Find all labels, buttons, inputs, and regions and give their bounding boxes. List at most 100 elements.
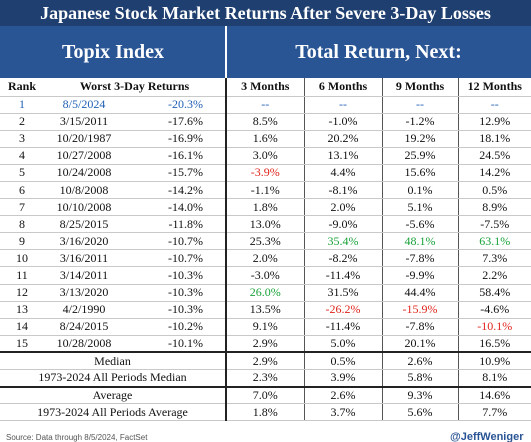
return-6m-cell: -11.4%	[303, 266, 383, 285]
worst-return-cell: -17.6%	[124, 113, 227, 131]
table-row: 10 3/16/2011 -10.7% 2.0% -8.2% -7.8% 7.3%	[0, 249, 531, 268]
return-12m-cell: -7.5%	[457, 215, 531, 234]
return-9m-cell: 20.1%	[381, 335, 459, 353]
date-cell: 10/20/1987	[44, 130, 124, 148]
return-3m-cell: 13.5%	[225, 301, 305, 319]
return-6m-cell: 5.0%	[303, 335, 383, 353]
return-6m-cell: 4.4%	[303, 164, 383, 182]
column-header-row: Rank Worst 3-Day Returns 3 Months 6 Mont…	[0, 78, 531, 97]
footer: Source: Data through 8/5/2024, FactSet @…	[0, 431, 531, 442]
return-12m-cell: 14.2%	[457, 164, 531, 182]
return-3m-cell: 1.6%	[225, 130, 305, 148]
table-body: 1 8/5/2024 -20.3% -- -- -- -- 2 3/15/2011 -17.6% 8…	[0, 96, 531, 353]
return-9m-cell: -15.9%	[381, 301, 459, 319]
source-note: Source: Data through 8/5/2024, FactSet	[6, 433, 148, 442]
rank-cell: 6	[0, 181, 44, 200]
return-6m-cell: -8.2%	[303, 249, 383, 268]
summary-row: 1973-2024 All Periods Average 1.8% 3.7% 5.6…	[0, 403, 531, 422]
table-row: 8 8/25/2015 -11.8% 13.0% -9.0% -5.6% -7.5%	[0, 215, 531, 234]
summary-m3-cell: 7.0%	[225, 385, 305, 405]
date-cell: 3/13/2020	[44, 284, 124, 302]
rank-cell: 9	[0, 232, 44, 251]
col-header-worst-3day: Worst 3-Day Returns	[44, 78, 227, 97]
date-cell: 10/27/2008	[44, 147, 124, 165]
rank-cell: 11	[0, 266, 44, 285]
return-3m-cell: -1.1%	[225, 181, 305, 200]
date-cell: 10/28/2008	[44, 335, 124, 353]
return-6m-cell: -8.1%	[303, 181, 383, 200]
date-cell: 8/5/2024	[44, 96, 124, 114]
return-6m-cell: 35.4%	[303, 232, 383, 251]
return-12m-cell: 63.1%	[457, 232, 531, 251]
summary-m6-cell: 3.9%	[303, 369, 383, 388]
worst-return-cell: -16.1%	[124, 147, 227, 165]
date-cell: 3/14/2011	[44, 266, 124, 285]
rank-cell: 1	[0, 96, 44, 114]
summary-label: 1973-2024 All Periods Average	[0, 403, 227, 422]
return-6m-cell: 20.2%	[303, 130, 383, 148]
date-cell: 8/25/2015	[44, 215, 124, 234]
summary-m9-cell: 9.3%	[381, 385, 459, 405]
date-cell: 10/8/2008	[44, 181, 124, 200]
table-row: 7 10/10/2008 -14.0% 1.8% 2.0% 5.1% 8.9%	[0, 198, 531, 217]
rank-cell: 10	[0, 249, 44, 268]
table-row: 4 10/27/2008 -16.1% 3.0% 13.1% 25.9% 24.5%	[0, 147, 531, 165]
header-divider	[225, 26, 227, 78]
summary-m9-cell: 5.6%	[381, 403, 459, 422]
return-3m-cell: --	[225, 96, 305, 114]
return-3m-cell: 9.1%	[225, 318, 305, 336]
col-header-12m: 12 Months	[457, 78, 531, 97]
rank-cell: 5	[0, 164, 44, 182]
return-9m-cell: 44.4%	[381, 284, 459, 302]
rank-cell: 14	[0, 318, 44, 336]
return-9m-cell: 48.1%	[381, 232, 459, 251]
return-3m-cell: -3.9%	[225, 164, 305, 182]
summary-m9-cell: 2.6%	[381, 351, 459, 371]
return-12m-cell: 12.9%	[457, 113, 531, 131]
return-9m-cell: 5.1%	[381, 198, 459, 217]
date-cell: 3/16/2011	[44, 249, 124, 268]
table-row: 15 10/28/2008 -10.1% 2.9% 5.0% 20.1% 16.5%	[0, 335, 531, 353]
date-cell: 4/2/1990	[44, 301, 124, 319]
return-3m-cell: 13.0%	[225, 215, 305, 234]
date-cell: 10/24/2008	[44, 164, 124, 182]
table-row: 6 10/8/2008 -14.2% -1.1% -8.1% 0.1% 0.5%	[0, 181, 531, 200]
table-row: 14 8/24/2015 -10.2% 9.1% -11.4% -7.8% -10.1%	[0, 318, 531, 336]
worst-return-cell: -10.3%	[124, 284, 227, 302]
return-12m-cell: 0.5%	[457, 181, 531, 200]
summary-body: Median 2.9% 0.5% 2.6% 10.9% 1973-2024 All Per…	[0, 351, 531, 422]
table-row: 5 10/24/2008 -15.7% -3.9% 4.4% 15.6% 14.2%	[0, 164, 531, 182]
summary-label: Average	[0, 385, 227, 405]
return-9m-cell: -7.8%	[381, 318, 459, 336]
col-header-9m: 9 Months	[381, 78, 459, 97]
return-9m-cell: -7.8%	[381, 249, 459, 268]
col-header-6m: 6 Months	[303, 78, 383, 97]
col-header-3m: 3 Months	[225, 78, 305, 97]
summary-row: Median 2.9% 0.5% 2.6% 10.9%	[0, 351, 531, 371]
return-3m-cell: 1.8%	[225, 198, 305, 217]
return-6m-cell: 2.0%	[303, 198, 383, 217]
header-total-return: Total Return, Next:	[295, 40, 462, 63]
return-6m-cell: --	[303, 96, 383, 114]
summary-m12-cell: 8.1%	[457, 369, 531, 388]
worst-return-cell: -10.3%	[124, 266, 227, 285]
return-3m-cell: -3.0%	[225, 266, 305, 285]
return-3m-cell: 2.9%	[225, 335, 305, 353]
rank-cell: 4	[0, 147, 44, 165]
rank-cell: 12	[0, 284, 44, 302]
worst-return-cell: -20.3%	[124, 96, 227, 114]
rank-cell: 7	[0, 198, 44, 217]
worst-return-cell: -10.2%	[124, 318, 227, 336]
return-6m-cell: -11.4%	[303, 318, 383, 336]
return-12m-cell: 18.1%	[457, 130, 531, 148]
return-9m-cell: -5.6%	[381, 215, 459, 234]
return-12m-cell: 16.5%	[457, 335, 531, 353]
worst-return-cell: -10.7%	[124, 249, 227, 268]
summary-m3-cell: 2.3%	[225, 369, 305, 388]
return-12m-cell: -10.1%	[457, 318, 531, 336]
summary-m6-cell: 0.5%	[303, 351, 383, 371]
header-topix-index: Topix Index	[61, 40, 165, 63]
worst-return-cell: -10.7%	[124, 232, 227, 251]
rank-cell: 2	[0, 113, 44, 131]
return-12m-cell: 24.5%	[457, 147, 531, 165]
